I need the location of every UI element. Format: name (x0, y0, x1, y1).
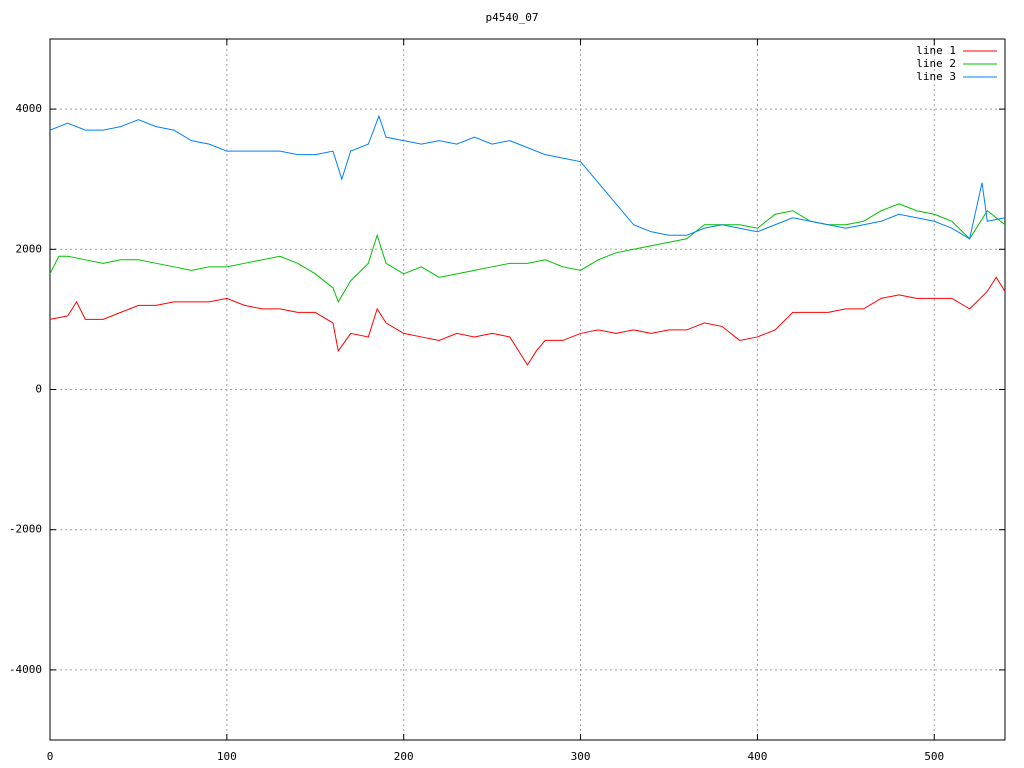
y-tick-label: 0 (35, 383, 42, 396)
x-tick-label: 500 (924, 750, 944, 763)
x-tick-label: 0 (47, 750, 54, 763)
plot-border (49, 38, 1006, 741)
x-tick-label: 300 (571, 750, 591, 763)
legend-label: line 2 (916, 57, 956, 70)
chart-title: p4540_07 (486, 11, 539, 24)
x-tick-label: 200 (394, 750, 414, 763)
series-line (49, 276, 1006, 366)
series-line (49, 114, 1006, 240)
y-tick-label: 4000 (16, 102, 43, 115)
y-tick-label: 2000 (16, 242, 43, 255)
legend-label: line 1 (916, 44, 956, 57)
series-line (49, 203, 1006, 304)
x-tick-label: 100 (217, 750, 237, 763)
y-tick-label: -2000 (9, 523, 42, 536)
x-tick-label: 400 (747, 750, 767, 763)
legend-label: line 3 (916, 70, 956, 83)
y-tick-label: -4000 (9, 663, 42, 676)
